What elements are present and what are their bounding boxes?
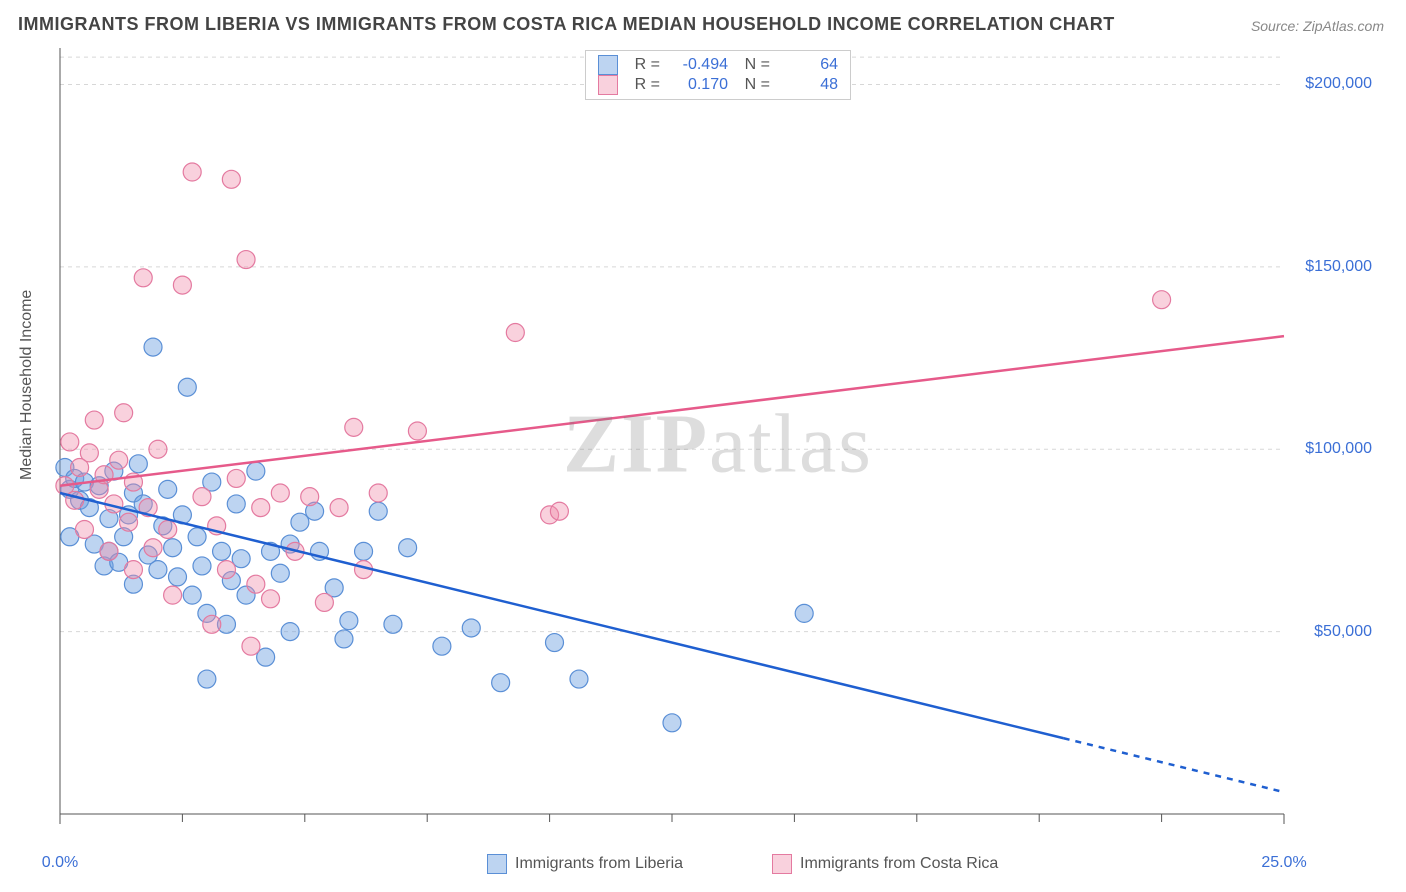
legend-swatch-icon (772, 854, 792, 874)
correlation-stats-box: R =-0.494N =64R =0.170N =48 (585, 50, 851, 100)
x-tick-label: 0.0% (42, 854, 78, 872)
scatter-chart-svg (52, 44, 1384, 844)
legend-label: Immigrants from Liberia (515, 855, 683, 873)
plot-area: ZIPatlas R =-0.494N =64R =0.170N =48 $50… (52, 44, 1384, 844)
y-tick-label: $200,000 (1305, 75, 1372, 93)
x-tick-label: 25.0% (1261, 854, 1306, 872)
stats-row-costarica: R =0.170N =48 (598, 75, 838, 95)
legend-item-costarica: Immigrants from Costa Rica (772, 854, 998, 874)
y-tick-label: $150,000 (1305, 258, 1372, 276)
y-tick-label: $50,000 (1314, 623, 1372, 641)
legend-label: Immigrants from Costa Rica (800, 855, 998, 873)
stats-swatch-icon (598, 75, 618, 95)
source-credit: Source: ZipAtlas.com (1251, 18, 1384, 34)
legend-swatch-icon (487, 854, 507, 874)
stats-row-liberia: R =-0.494N =64 (598, 55, 838, 75)
y-axis-label: Median Household Income (18, 290, 36, 480)
chart-title: IMMIGRANTS FROM LIBERIA VS IMMIGRANTS FR… (18, 14, 1115, 35)
y-tick-label: $100,000 (1305, 440, 1372, 458)
stats-swatch-icon (598, 55, 618, 75)
legend-item-liberia: Immigrants from Liberia (487, 854, 683, 874)
